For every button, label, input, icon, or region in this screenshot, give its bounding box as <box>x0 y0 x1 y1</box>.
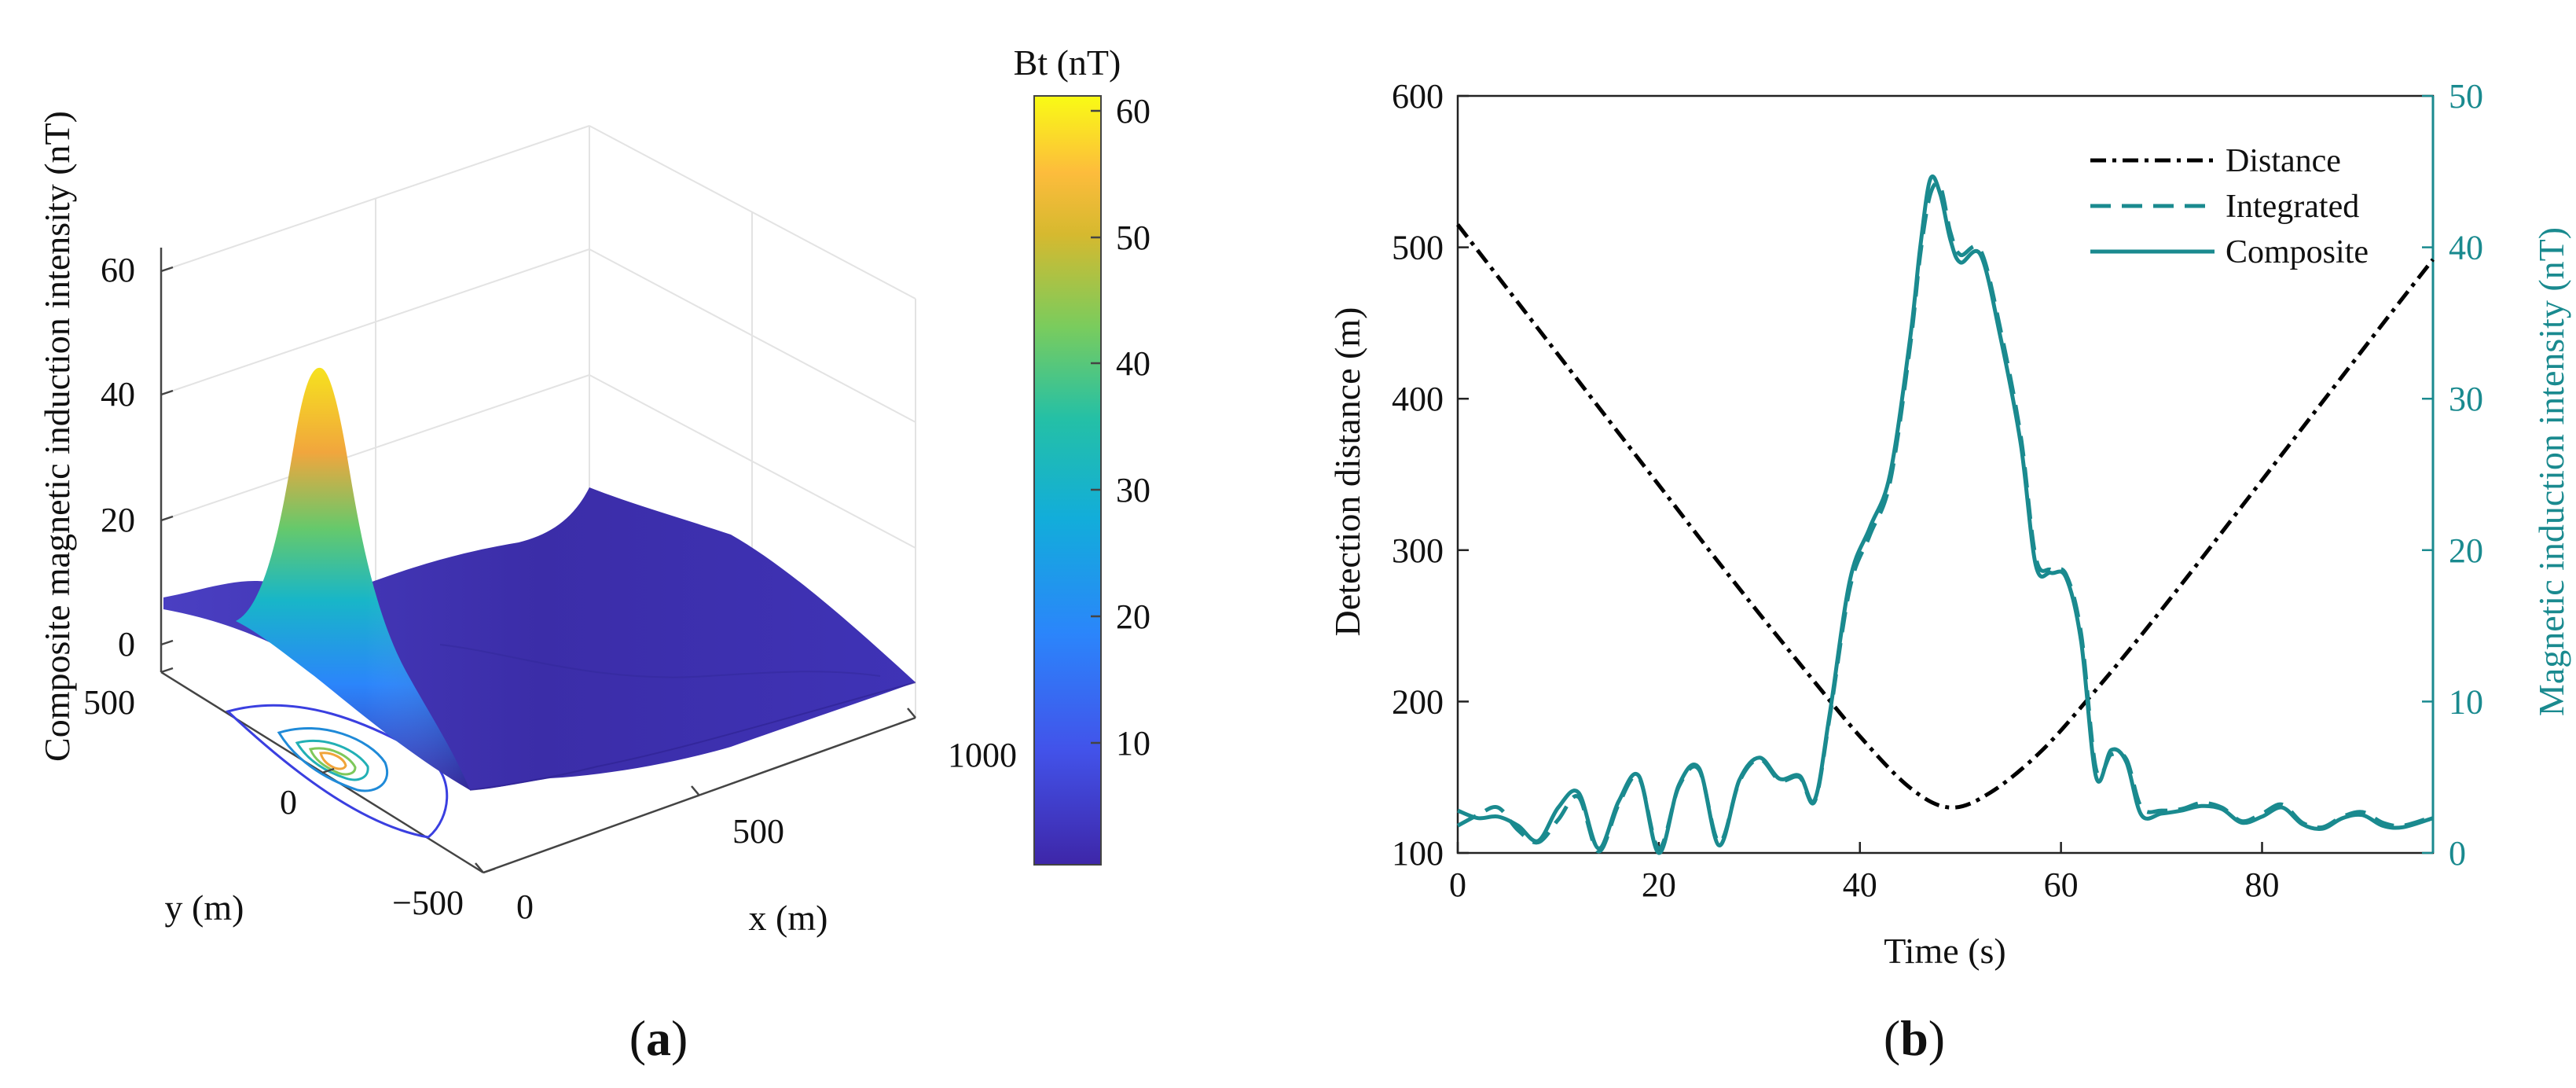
panel-a-label-letter: a <box>646 1010 671 1066</box>
colorbar-tick-30: 30 <box>1116 471 1150 509</box>
y-axis-ticks <box>160 667 496 874</box>
z-axis-label: Composite magnetic induction intensity (… <box>37 111 77 762</box>
right-y-tick-label: 0 <box>2449 834 2466 873</box>
x-tick-label: 80 <box>2245 866 2280 904</box>
right-y-tick-label: 50 <box>2449 77 2483 116</box>
z-tick-20: 20 <box>101 501 135 539</box>
left-y-axis-label: Detection distance (m) <box>1327 307 1367 637</box>
floor-contours <box>226 704 449 839</box>
x-tick-label: 20 <box>1642 866 1676 904</box>
panel-a-label-open: ( <box>629 1010 646 1066</box>
legend-label-distance: Distance <box>2226 143 2341 179</box>
panel-a-label-close: ) <box>671 1010 688 1066</box>
colorbar-tick-20: 20 <box>1116 597 1150 636</box>
panel-b-label-open: ( <box>1884 1010 1900 1066</box>
z-tick-60: 60 <box>101 251 135 289</box>
series-integrated-line <box>1456 181 2434 854</box>
y-tick-500: 500 <box>83 683 135 722</box>
x-axis-ticks <box>475 708 916 873</box>
colorbar-tick-50: 50 <box>1116 219 1150 257</box>
colorbar-tick-10: 10 <box>1116 724 1150 763</box>
plot-series <box>1456 174 2435 855</box>
magnetic-surface <box>163 367 916 791</box>
x-tick-0: 0 <box>516 888 534 926</box>
right-y-axis: 0 10 20 30 40 50 <box>2422 77 2483 873</box>
x-tick-label: 40 <box>1843 866 1877 904</box>
y-tick-0: 0 <box>280 783 297 822</box>
y-axis-label: y (m) <box>165 888 244 928</box>
z-tick-40: 40 <box>101 375 135 414</box>
legend: Distance Integrated Composite <box>2090 143 2369 270</box>
series-distance-line <box>1456 223 2435 810</box>
panel-a-label: (a) <box>629 1010 688 1066</box>
x-tick-label: 0 <box>1449 866 1466 904</box>
x-tick-500: 500 <box>732 812 784 851</box>
legend-label-integrated: Integrated <box>2226 189 2359 225</box>
3d-axes-grid <box>160 125 916 718</box>
colorbar-title: Bt (nT) <box>1014 42 1121 83</box>
panel-b-label: (b) <box>1884 1010 1945 1066</box>
right-y-axis-label: Magnetic induction intensity (nT) <box>2531 227 2571 716</box>
x-axis: 0 20 40 60 80 <box>1449 842 2280 904</box>
left-y-tick-label: 300 <box>1392 531 1444 570</box>
x-axis-label: Time (s) <box>1884 931 2006 971</box>
y-tick-minus500: −500 <box>392 884 464 922</box>
left-y-tick-label: 100 <box>1392 834 1444 873</box>
left-y-axis: 100 200 300 400 500 600 <box>1392 77 1469 873</box>
right-y-tick-label: 10 <box>2449 682 2483 721</box>
right-y-tick-label: 40 <box>2449 229 2483 267</box>
series-composite-line <box>1457 174 2434 855</box>
left-y-tick-label: 600 <box>1392 77 1444 116</box>
legend-label-composite: Composite <box>2226 234 2369 270</box>
left-y-tick-label: 200 <box>1392 682 1444 721</box>
colorbar-gradient <box>1033 95 1102 866</box>
x-tick-1000: 1000 <box>948 736 1017 774</box>
panel-b-label-close: ) <box>1928 1010 1945 1066</box>
z-axis-ticks <box>160 266 174 646</box>
colorbar-tick-60: 60 <box>1116 92 1150 130</box>
z-tick-0: 0 <box>118 625 135 663</box>
panel-b-label-letter: b <box>1900 1010 1928 1066</box>
left-y-tick-label: 500 <box>1392 229 1444 267</box>
colorbar-tick-40: 40 <box>1116 344 1150 383</box>
colorbar: Bt (nT) 60 50 40 30 20 10 <box>1014 42 1150 866</box>
x-axis-label: x (m) <box>749 898 828 938</box>
right-y-tick-label: 30 <box>2449 380 2483 418</box>
x-tick-label: 60 <box>2044 866 2079 904</box>
panel-b-line-chart: 0 20 40 60 80 100 200 300 400 500 600 0 10 20 30 40 50… <box>1327 77 2571 1066</box>
panel-a-surface-chart: 60 40 20 0 500 0 −500 0 500 1000 Composi… <box>37 42 1150 1066</box>
left-y-tick-label: 400 <box>1392 380 1444 418</box>
right-y-tick-label: 20 <box>2449 531 2483 570</box>
